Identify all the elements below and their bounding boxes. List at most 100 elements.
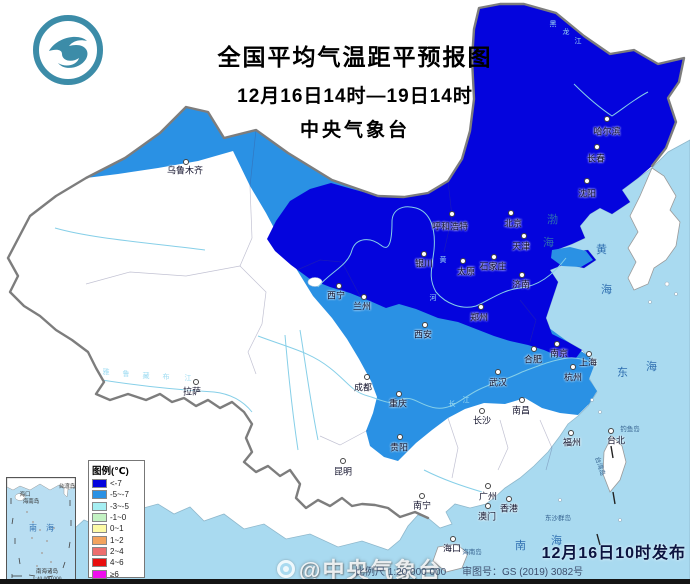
- city-label: 上海: [578, 357, 598, 368]
- city-label: 济南: [511, 279, 531, 290]
- city-dot: [421, 251, 427, 257]
- city-dot: [422, 322, 428, 328]
- city-label: 郑州: [469, 312, 489, 323]
- city-label: 南京: [549, 348, 569, 359]
- city-dot: [340, 458, 346, 464]
- city-label: 长沙: [472, 415, 492, 426]
- city-label: 杭州: [563, 372, 583, 383]
- cma-logo: [33, 15, 103, 85]
- city-dot: [449, 211, 455, 217]
- legend-item-label: 2~4: [110, 546, 124, 556]
- legend-item: ≥6: [92, 568, 144, 579]
- city-label: 北京: [503, 218, 523, 229]
- inset-label: 海南岛: [22, 499, 40, 505]
- legend-swatch: [92, 558, 107, 568]
- legend-item-label: -3~-5: [110, 501, 129, 511]
- city-dot: [508, 210, 514, 216]
- city-label: 呼和浩特: [431, 221, 469, 232]
- legend-item-label: 1~2: [110, 535, 124, 545]
- city-label: 乌鲁木齐: [166, 165, 204, 176]
- legend-item-label: -1~0: [110, 513, 127, 523]
- sea-label: 渤: [547, 214, 559, 226]
- release-time: 12月16日10时发布: [541, 545, 686, 562]
- city-dot: [361, 294, 367, 300]
- city-dot: [491, 254, 497, 260]
- river-label: 河: [429, 294, 437, 302]
- city-label: 台北: [606, 435, 626, 446]
- city-dot: [570, 364, 576, 370]
- tiny-sea-label: 海南岛: [462, 549, 482, 556]
- city-label: 长春: [586, 153, 606, 164]
- city-dot: [519, 272, 525, 278]
- city-label: 石家庄: [479, 261, 507, 272]
- legend-swatch: [92, 513, 107, 523]
- legend-item-label: 0~1: [110, 524, 124, 534]
- city-label: 广州: [478, 491, 498, 502]
- city-dot: [450, 536, 456, 542]
- city-dot: [364, 374, 370, 380]
- legend-item: 0~1: [92, 523, 144, 534]
- legend-item: -1~0: [92, 512, 144, 523]
- inset-label: 南: [29, 523, 39, 533]
- city-dot: [485, 483, 491, 489]
- city-label: 武汉: [488, 377, 508, 388]
- sea-label: 海: [543, 237, 555, 249]
- tiny-sea-label: 东沙群岛: [545, 515, 571, 522]
- watermark-text: @中央气象台: [299, 558, 443, 583]
- legend-swatch: [92, 490, 107, 500]
- city-label: 南宁: [412, 500, 432, 511]
- city-label: 南昌: [511, 405, 531, 416]
- legend-swatch: [92, 524, 107, 534]
- sea-label: 黄: [596, 244, 608, 256]
- city-dot: [608, 428, 614, 434]
- legend-swatch: [92, 546, 107, 556]
- legend-items: <-7 -5~-7 -3~-5 -1~0 0~1 1~2 2~4 4~6 ≥6: [92, 478, 144, 580]
- city-dot: [183, 159, 189, 165]
- city-label: 贵阳: [389, 442, 409, 453]
- city-label: 合肥: [523, 354, 543, 365]
- inset-label: 海口: [19, 492, 31, 498]
- river-label: 鲁: [122, 370, 130, 378]
- legend-item: 4~6: [92, 557, 144, 568]
- small-islands: [558, 281, 678, 522]
- map-scale-note: 比例尺 1:20 000 000: [355, 567, 447, 578]
- sea-area: [74, 139, 690, 584]
- city-dot: [521, 233, 527, 239]
- river-label: 布: [162, 373, 170, 381]
- korea-peninsula: [627, 167, 681, 291]
- legend-item-label: -5~-7: [110, 490, 129, 500]
- legend-title: 图例(℃): [92, 466, 129, 477]
- legend-item: 2~4: [92, 546, 144, 557]
- city-dot: [193, 379, 199, 385]
- legend-item-label: ≥6: [110, 569, 119, 579]
- city-dot: [396, 391, 402, 397]
- sea-label: 南: [515, 540, 527, 552]
- bottom-black-bar: [0, 579, 690, 584]
- city-label: 成都: [353, 382, 373, 393]
- legend-swatch: [92, 479, 107, 489]
- national-border: [6, 2, 686, 520]
- river-label: 藏: [142, 372, 150, 380]
- city-label: 重庆: [388, 398, 408, 409]
- city-label: 昆明: [333, 466, 353, 477]
- rivers: [54, 83, 649, 493]
- city-dot: [460, 258, 466, 264]
- city-label: 西安: [413, 329, 433, 340]
- city-label: 兰州: [352, 301, 372, 312]
- legend-box: 图例(℃) <-7 -5~-7 -3~-5 -1~0 0~1 1~2 2~4 4~6 ≥6: [88, 460, 145, 580]
- city-dot: [554, 341, 560, 347]
- city-dot: [584, 178, 590, 184]
- sea-label: 东: [617, 367, 629, 379]
- city-dot: [336, 283, 342, 289]
- legend-item-label: 4~6: [110, 558, 124, 568]
- title-block: 全国平均气温距平预报图 12月16日14时—19日14时 中央气象台: [195, 38, 515, 142]
- city-label: 天津: [511, 241, 531, 252]
- legend-item: -5~-7: [92, 489, 144, 500]
- city-label: 澳门: [477, 511, 497, 522]
- city-dot: [604, 116, 610, 122]
- city-dot: [519, 397, 525, 403]
- tiny-sea-label: 钓鱼岛: [620, 426, 640, 433]
- river-label: 黄: [439, 256, 447, 264]
- anomaly-patch-shandong: [551, 247, 593, 267]
- inset-label: 台湾岛: [58, 484, 76, 490]
